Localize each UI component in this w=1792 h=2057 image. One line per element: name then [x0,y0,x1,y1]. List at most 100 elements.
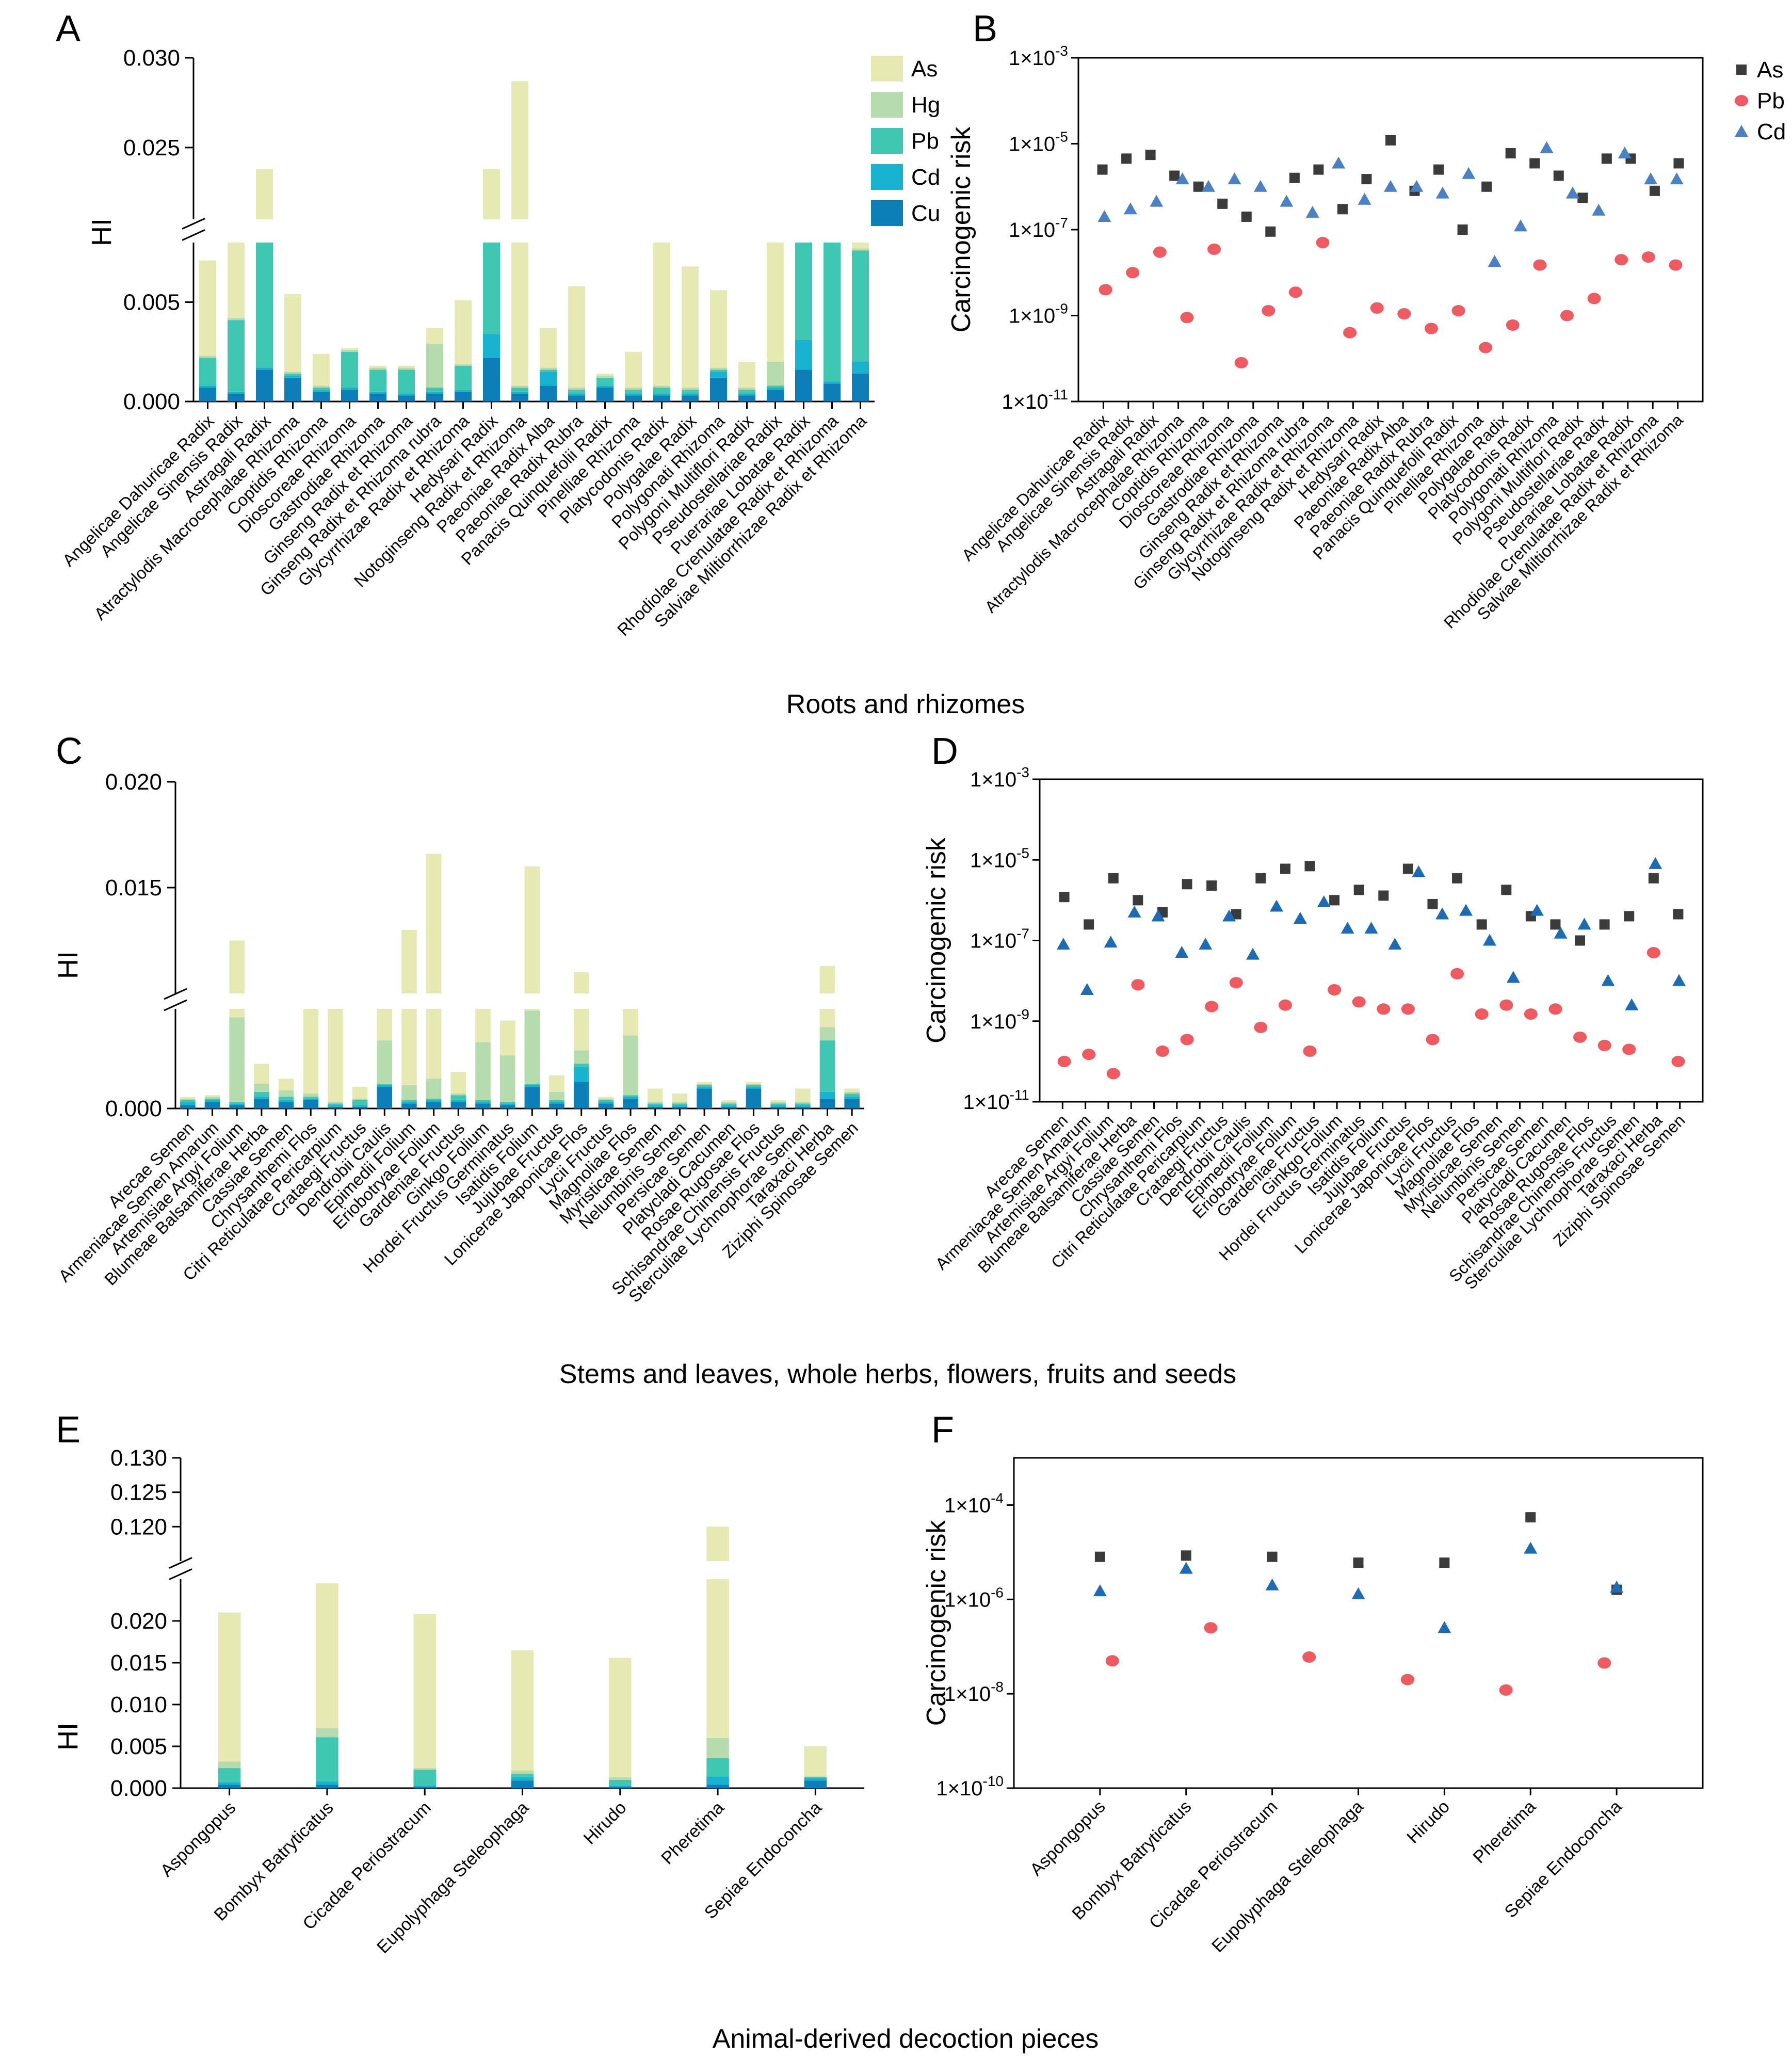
marker-cd [1199,938,1213,950]
marker-as [1337,204,1348,215]
bar-segment-as [819,966,835,993]
bar-segment-cd [413,1786,436,1787]
marker-pb [1506,319,1520,331]
bar-segment-pb [609,1779,632,1786]
bar-segment-cd [738,393,755,396]
bar-segment-pb [256,243,273,368]
bar-segment-cu [824,383,841,401]
panel-label: E [56,1409,80,1451]
tick-exponent: -5 [1055,129,1068,145]
bar-segment-hg [767,362,784,386]
bar-segment-hg [426,344,443,388]
marker-as [1121,153,1132,164]
bar-segment-cu [598,1103,614,1108]
bar-segment-hg [568,388,585,390]
bar-segment-cd [199,385,216,388]
marker-cd [1625,998,1639,1010]
bar-segment-cd [697,1087,712,1089]
y-tick-label: 0.120 [110,1514,167,1539]
bar-segment-hg [804,1776,827,1777]
bar-segment-as [228,243,245,318]
bar-segment-cu [746,1088,762,1108]
bar-segment-cu [568,395,585,401]
y-tick-label: 1×10-7 [970,926,1029,953]
bar-segment-as [524,866,540,993]
tick-exponent: -3 [1016,764,1029,780]
marker-cd [1151,909,1165,922]
bar-segment-cu [218,1785,241,1788]
marker-as [1433,164,1444,175]
tick-exponent: -7 [1055,215,1068,231]
y-axis-label: HI [53,1723,84,1750]
bar-segment-cd [254,1097,269,1099]
bar-segment-pb [682,389,699,394]
bar-segment-cd [328,1105,343,1107]
bar-segment-cu [313,391,330,401]
bar-segment-hg [475,1042,491,1100]
marker-as [1599,919,1610,930]
bar-segment-hg [721,1102,737,1104]
marker-pb [1180,312,1194,324]
bar-segment-cu [352,1106,368,1108]
bar-segment-hg [524,1010,540,1084]
bar-segment-as [710,290,727,368]
bar-segment-as [804,1746,827,1777]
marker-cd [1358,192,1371,205]
marker-pb [1131,979,1145,991]
bar-segment-hg [746,1083,762,1085]
marker-cd [1610,1580,1624,1593]
bar-segment-pb [229,1102,245,1104]
marker-as [1255,873,1266,883]
bar-segment-hg [738,388,755,390]
marker-as [1084,919,1094,930]
bar-segment-pb [623,1095,638,1097]
plot-frame [1077,57,1704,403]
bar-segment-cu [204,1102,220,1108]
marker-pb [1082,1049,1096,1060]
marker-cd [1351,1587,1365,1599]
bar-segment-hg [647,1102,663,1104]
marker-cd [1530,904,1544,916]
bar-segment-as [256,169,273,219]
y-tick-label: 1×10-6 [944,1584,1004,1611]
bar-segment-cd [313,389,330,392]
y-tick-label: 1×10-8 [944,1679,1004,1706]
marker-as [1265,226,1276,237]
bar-segment-cd [352,1105,368,1107]
bar-segment-pb [625,389,642,394]
marker-pb [1671,1055,1685,1067]
marker-pb [1479,342,1493,353]
bar-segment-pb [316,1737,338,1782]
marker-pb [1377,1003,1391,1015]
x-tick-label: Aspongopus [157,1798,240,1881]
bar-segment-hg [313,385,330,388]
bar-segment-as [844,1088,860,1092]
bar-segment-cd [819,1091,835,1099]
marker-as [1457,224,1468,235]
marker-as [1649,185,1660,196]
marker-cd [1435,907,1449,920]
marker-pb [1424,323,1438,334]
axis-break-mark [169,1568,192,1580]
bar-segment-cd [625,393,642,396]
marker-cd [1459,904,1473,916]
bar-segment-cu [738,395,755,401]
bar-segment-cd [795,340,812,370]
bar-segment-cu [804,1780,827,1788]
bar-segment-cd [450,1100,466,1102]
marker-as [1673,909,1684,920]
section-title-stems: Stems and leaves, whole herbs, flowers, … [559,1359,1236,1389]
bar-segment-pb [426,388,443,392]
marker-pb [1499,1684,1513,1696]
bar-segment-cu [653,395,670,401]
marker-pb [1597,1039,1611,1051]
bar-segment-pb [795,1103,811,1105]
bar-segment-hg [653,385,670,388]
marker-cd [1592,203,1606,216]
bar-segment-as [623,1009,638,1036]
bar-segment-pb [218,1768,241,1782]
bar-segment-cd [824,381,841,384]
tick-exponent: -4 [991,1490,1004,1506]
marker-cd [1175,172,1189,185]
